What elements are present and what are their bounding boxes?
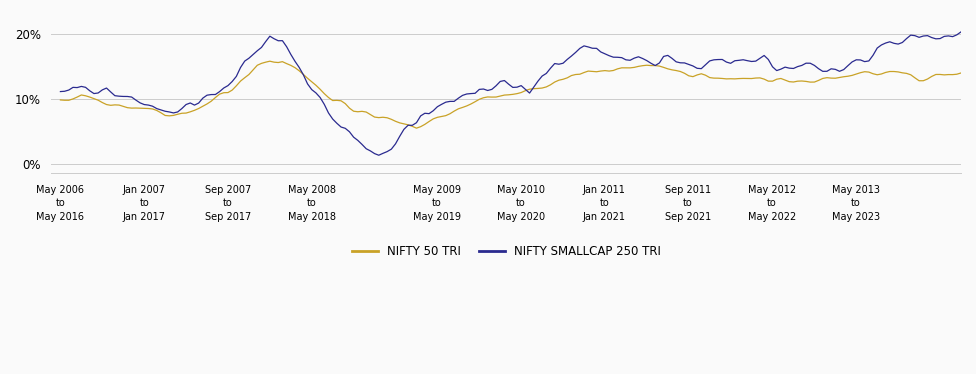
Legend: NIFTY 50 TRI, NIFTY SMALLCAP 250 TRI: NIFTY 50 TRI, NIFTY SMALLCAP 250 TRI <box>346 240 666 263</box>
